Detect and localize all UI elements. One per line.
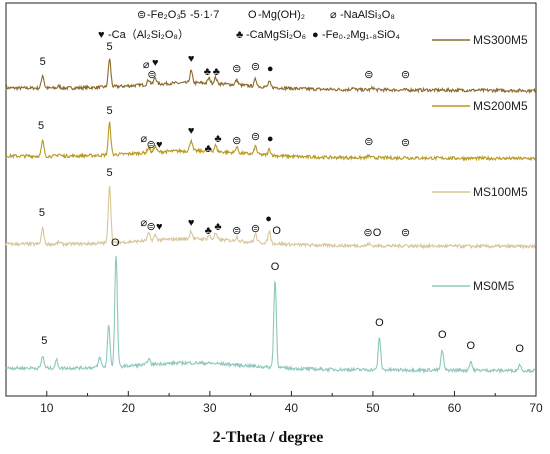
peak-marker: ♥ bbox=[156, 139, 163, 151]
peak-marker: ♣ bbox=[205, 225, 212, 237]
peak-marker: 5 bbox=[106, 167, 112, 179]
peak-marker: 5 bbox=[106, 105, 112, 117]
phase-symbol: 5 bbox=[180, 9, 186, 21]
peak-marker: O bbox=[111, 237, 120, 249]
peak-marker: O bbox=[375, 317, 384, 329]
peak-marker: ♣ bbox=[213, 66, 220, 78]
series-line-MS200M5 bbox=[5, 121, 537, 162]
series-layer bbox=[5, 58, 537, 374]
series-line-MS0M5 bbox=[5, 255, 536, 374]
peak-marker: ⊜ bbox=[147, 69, 156, 81]
peak-marker: ⊜ bbox=[364, 69, 373, 81]
peak-marker: ⊜ bbox=[232, 225, 241, 237]
series-line-MS300M5 bbox=[5, 58, 537, 95]
peak-marker: ♣ bbox=[205, 143, 212, 155]
x-tick-label-10: 10 bbox=[40, 401, 54, 415]
peak-marker: ⊜ bbox=[251, 223, 260, 235]
peak-marker: ♥ bbox=[188, 217, 195, 229]
peak-marker: ⊜ bbox=[147, 139, 156, 151]
x-axis-label: 2-Theta / degree bbox=[213, 429, 324, 446]
peak-marker: ⌀ bbox=[140, 217, 147, 229]
x-tick-label-60: 60 bbox=[448, 401, 462, 415]
series-line-MS100M5 bbox=[5, 185, 536, 250]
peak-marker: ⊜ bbox=[401, 69, 410, 81]
phase-key-item: ♣ -CaMgSi₂O₆ bbox=[236, 29, 306, 41]
legend-label-MS100M5: MS100M5 bbox=[473, 185, 528, 199]
peak-marker: ♥ bbox=[188, 53, 195, 65]
phase-symbol: ⌀ bbox=[330, 9, 337, 21]
phase-key-item: 5 -5·1·7 bbox=[180, 9, 219, 21]
phase-key-item: ● -Fe₀.₂Mg₁.₈SiO₄ bbox=[312, 29, 400, 41]
peak-marker: 5 bbox=[106, 41, 112, 53]
peak-marker: O bbox=[466, 340, 475, 352]
phase-label: -CaMgSi₂O₆ bbox=[246, 29, 306, 41]
peak-marker: O bbox=[272, 225, 281, 237]
peak-marker: ⊜ bbox=[147, 221, 156, 233]
phase-label: -NaAlSi₃O₈ bbox=[340, 9, 395, 21]
peak-marker: ⊜ bbox=[251, 61, 260, 73]
phase-key-item: ⊜ -Fe₂O₃ bbox=[137, 9, 181, 21]
peak-marker: ♥ bbox=[152, 57, 159, 69]
x-tick-label-50: 50 bbox=[366, 401, 380, 415]
phase-symbol: ⊜ bbox=[137, 9, 146, 21]
phase-key-item: ⌀ -NaAlSi₃O₈ bbox=[330, 9, 395, 21]
legend-label-MS200M5: MS200M5 bbox=[473, 99, 528, 113]
peak-marker: ♥ bbox=[188, 125, 195, 137]
phase-symbol: O bbox=[248, 9, 257, 21]
peak-marker: ⊜ bbox=[232, 63, 241, 75]
peak-marker: ● bbox=[267, 63, 274, 75]
peak-marker: ⊜ bbox=[364, 136, 373, 148]
x-axis: 10 20 30 40 50 60 70 bbox=[5, 391, 543, 415]
legend-label-MS0M5: MS0M5 bbox=[473, 279, 515, 293]
annotation-layer: 55⌀ ♥⊜♥♣ ♣ ⊜ ⊜ ● ⊜ ⊜55⌀ ⊜ ♥♥♣♣ ⊜ ⊜ ● ⊜ ⊜55⌀ ⊜ ♥ ♥♣ ♣ ⊜ ⊜●O ⊜ O… bbox=[38, 41, 524, 355]
peak-marker: ⊜ bbox=[401, 227, 410, 239]
peak-marker: ♣ bbox=[214, 133, 221, 145]
peak-marker: ● bbox=[267, 133, 274, 145]
peak-marker: O bbox=[373, 227, 382, 239]
peak-marker: ♥ bbox=[156, 221, 163, 233]
phase-label: -Ca（Al₂Si₂O₈） bbox=[108, 28, 189, 41]
x-tick-label-70: 70 bbox=[529, 401, 543, 415]
x-tick-label-20: 20 bbox=[122, 401, 136, 415]
phase-key-item: O -Mg(OH)₂ bbox=[248, 9, 305, 21]
peak-marker: ⊜ bbox=[251, 131, 260, 143]
phase-symbol: ● bbox=[312, 29, 319, 41]
legend-label-MS300M5: MS300M5 bbox=[473, 33, 528, 47]
phase-key-item: ♥ -Ca（Al₂Si₂O₈） bbox=[98, 28, 189, 41]
peak-marker: ⊜ bbox=[401, 137, 410, 149]
peak-marker: 5 bbox=[41, 335, 47, 347]
peak-marker: ⊜ bbox=[363, 227, 372, 239]
peak-marker: 5 bbox=[38, 120, 44, 132]
peak-marker: 5 bbox=[39, 207, 45, 219]
peak-marker: O bbox=[271, 261, 280, 273]
peak-marker: ⌀ bbox=[140, 133, 147, 145]
peak-marker: O bbox=[515, 343, 524, 355]
phase-symbol: ♣ bbox=[236, 29, 243, 41]
phase-label: -5·1·7 bbox=[190, 9, 219, 21]
peak-marker: O bbox=[438, 329, 447, 341]
phase-label: -Fe₂O₃ bbox=[147, 9, 181, 21]
peak-marker: ⊜ bbox=[232, 135, 241, 147]
phase-label: -Fe₀.₂Mg₁.₈SiO₄ bbox=[322, 29, 400, 41]
peak-marker: ♣ bbox=[214, 221, 221, 233]
peak-marker: ● bbox=[265, 213, 272, 225]
phase-symbol: ♥ bbox=[98, 29, 105, 41]
x-tick-label-40: 40 bbox=[285, 401, 299, 415]
legend: MS300M5 MS200M5 MS100M5 MS0M5 bbox=[432, 33, 528, 293]
peak-marker: ⌀ bbox=[143, 59, 150, 71]
x-tick-label-30: 30 bbox=[203, 401, 217, 415]
plot-frame bbox=[5, 2, 537, 397]
phase-key: ⊜ -Fe₂O₃ 5 -5·1·7 O -Mg(OH)₂ ⌀ -NaAlSi₃O₈ ♥ -Ca（A… bbox=[98, 9, 400, 41]
phase-label: -Mg(OH)₂ bbox=[258, 9, 305, 21]
peak-marker: 5 bbox=[40, 56, 46, 68]
peak-marker: ♣ bbox=[204, 66, 211, 78]
